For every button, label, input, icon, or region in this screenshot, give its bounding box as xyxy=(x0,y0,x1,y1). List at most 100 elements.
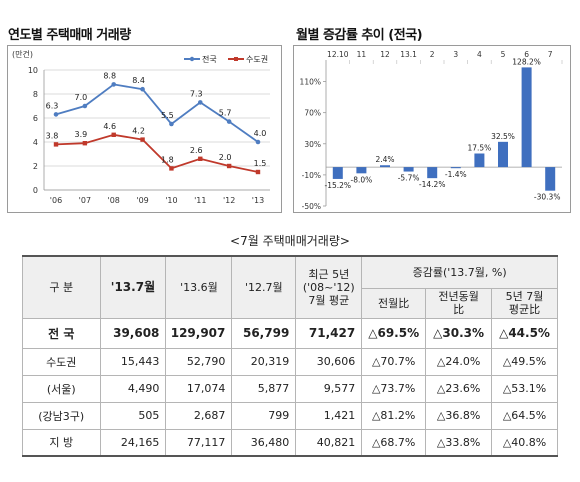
data-point xyxy=(82,103,88,109)
data-label: 6.3 xyxy=(46,101,59,110)
data-point xyxy=(140,137,145,142)
header-5yr-avg-line2: ('08~'12) xyxy=(302,280,355,294)
data-label: -15.2% xyxy=(325,181,352,190)
cell-vs-5yr: △40.8% xyxy=(491,428,558,457)
row-name: 전 국 xyxy=(22,317,101,349)
transaction-table: 구 분 '13.7월 '13.6월 '12.7월 최근 5년 ('08~'12)… xyxy=(22,255,558,457)
header-5yr-avg: 최근 5년 ('08~'12) 7월 평균 xyxy=(295,255,363,319)
data-label: -14.2% xyxy=(419,180,446,189)
y-tick-label: 6 xyxy=(33,114,38,123)
cell-vs-5yr: △44.5% xyxy=(491,317,558,349)
bar-chart: 110% 70% 30% -10% -50% 12.10 -15.2% 11 -8.0% 12 2.… xyxy=(300,50,563,211)
bar xyxy=(356,167,367,174)
cell-12-jul: 36,480 xyxy=(231,428,297,457)
data-label: 7.3 xyxy=(190,89,203,98)
cell-5yr-avg: 40,821 xyxy=(295,428,363,457)
table-row-national: 전 국 39,608 129,907 56,799 71,427 △69.5% … xyxy=(22,317,558,349)
data-point xyxy=(140,86,145,92)
series-line-capital xyxy=(55,133,259,173)
cell-13-jul: 39,608 xyxy=(99,317,167,349)
cell-13-jun: 52,790 xyxy=(165,347,233,376)
header-13-jul: '13.7월 xyxy=(99,255,167,319)
header-12-jul: '12.7월 xyxy=(231,255,297,319)
data-point xyxy=(197,100,203,105)
x-tick-label: 7 xyxy=(548,50,553,59)
legend-marker-capital xyxy=(234,57,238,61)
header-yoy-line2: 比 xyxy=(453,303,465,316)
data-point xyxy=(169,166,174,171)
cell-5yr-avg: 71,427 xyxy=(295,317,363,349)
x-tick-label: 3 xyxy=(453,50,458,59)
data-label: 1.5 xyxy=(254,159,267,168)
y-tick-label: 4 xyxy=(33,138,38,147)
x-tick-label: '12 xyxy=(223,196,235,205)
data-point xyxy=(198,156,203,161)
x-tick-label: '06 xyxy=(50,196,62,205)
cell-13-jul: 505 xyxy=(99,401,167,430)
header-change-group: 증감률('13.7월, %) xyxy=(361,255,558,289)
bar xyxy=(474,153,485,168)
data-label: 3.9 xyxy=(74,130,87,139)
cell-vs-5yr: △49.5% xyxy=(491,347,558,376)
y-tick-label: 30% xyxy=(304,140,321,149)
bar xyxy=(427,167,438,179)
data-label: 32.5% xyxy=(491,132,515,141)
header-mom: 전월比 xyxy=(361,287,427,319)
header-vs-5yr-line2: 평균比 xyxy=(508,303,541,316)
data-point xyxy=(169,121,174,127)
bar xyxy=(498,141,508,168)
x-tick-label: 4 xyxy=(477,50,482,59)
data-label: 4.0 xyxy=(254,129,267,138)
header-vs-5yr: 5년 7월 평균比 xyxy=(491,287,558,319)
left-chart-title: 연도별 주택매매 거래량 xyxy=(8,28,131,43)
data-label: 128.2% xyxy=(512,57,541,66)
header-category: 구 분 xyxy=(22,255,101,319)
legend-label-capital: 수도권 xyxy=(246,54,268,64)
data-label: 4.6 xyxy=(103,122,116,131)
cell-mom: △70.7% xyxy=(361,347,427,376)
cell-12-jul: 56,799 xyxy=(231,317,297,349)
data-point xyxy=(53,142,59,147)
bar xyxy=(450,167,461,169)
x-tick-label: 13.1 xyxy=(400,50,417,59)
data-label: 2.4% xyxy=(375,155,394,164)
table-row-gangnam: (강남3구) 505 2,687 799 1,421 △81.2% △36.8%… xyxy=(22,401,558,430)
row-name: 지 방 xyxy=(22,428,101,457)
line-chart: (만건) 전국 수도권 0 2 4 6 8 10 '06 '07 '08 '09 '10 '11 '12… xyxy=(12,49,270,205)
data-label: 1.8 xyxy=(161,155,174,164)
x-tick-label: 6 xyxy=(524,50,529,59)
row-name: (강남3구) xyxy=(22,401,101,430)
bar xyxy=(521,67,532,168)
y-tick-label: 70% xyxy=(304,109,321,118)
cell-yoy: △33.8% xyxy=(425,428,493,457)
legend-label-national: 전국 xyxy=(202,54,217,64)
data-label: 2.0 xyxy=(219,153,232,162)
x-tick-label: '07 xyxy=(79,196,91,205)
x-tick-label: 12 xyxy=(380,50,390,59)
data-label: 8.4 xyxy=(132,76,145,85)
data-point xyxy=(226,163,232,169)
series-line-national xyxy=(55,83,259,143)
right-chart-title: 월별 증감률 추이 (전국) xyxy=(296,28,423,43)
x-tick-label: '09 xyxy=(136,196,148,205)
cell-vs-5yr: △53.1% xyxy=(491,374,558,403)
header-5yr-avg-line1: 최근 5년 xyxy=(308,267,350,281)
data-label: 17.5% xyxy=(467,144,491,153)
right-chart-panel: 110% 70% 30% -10% -50% 12.10 -15.2% 11 -8.0% 12 2.… xyxy=(293,45,571,213)
cell-13-jul: 24,165 xyxy=(99,428,167,457)
row-name: (서울) xyxy=(22,374,101,403)
data-label: 7.0 xyxy=(74,93,87,102)
header-yoy: 전년동월 比 xyxy=(425,287,493,319)
data-label: 4.2 xyxy=(132,127,145,136)
cell-5yr-avg: 30,606 xyxy=(295,347,363,376)
y-tick-label: 2 xyxy=(33,162,38,171)
y-tick-label: -10% xyxy=(302,171,321,180)
data-label: -30.3% xyxy=(534,193,561,202)
cell-yoy: △24.0% xyxy=(425,347,493,376)
row-name: 수도권 xyxy=(22,347,101,376)
data-label: 5.5 xyxy=(161,111,174,120)
cell-mom: △69.5% xyxy=(361,317,427,349)
data-point xyxy=(111,82,117,87)
x-tick-label: 2 xyxy=(430,50,435,59)
cell-vs-5yr: △64.5% xyxy=(491,401,558,430)
